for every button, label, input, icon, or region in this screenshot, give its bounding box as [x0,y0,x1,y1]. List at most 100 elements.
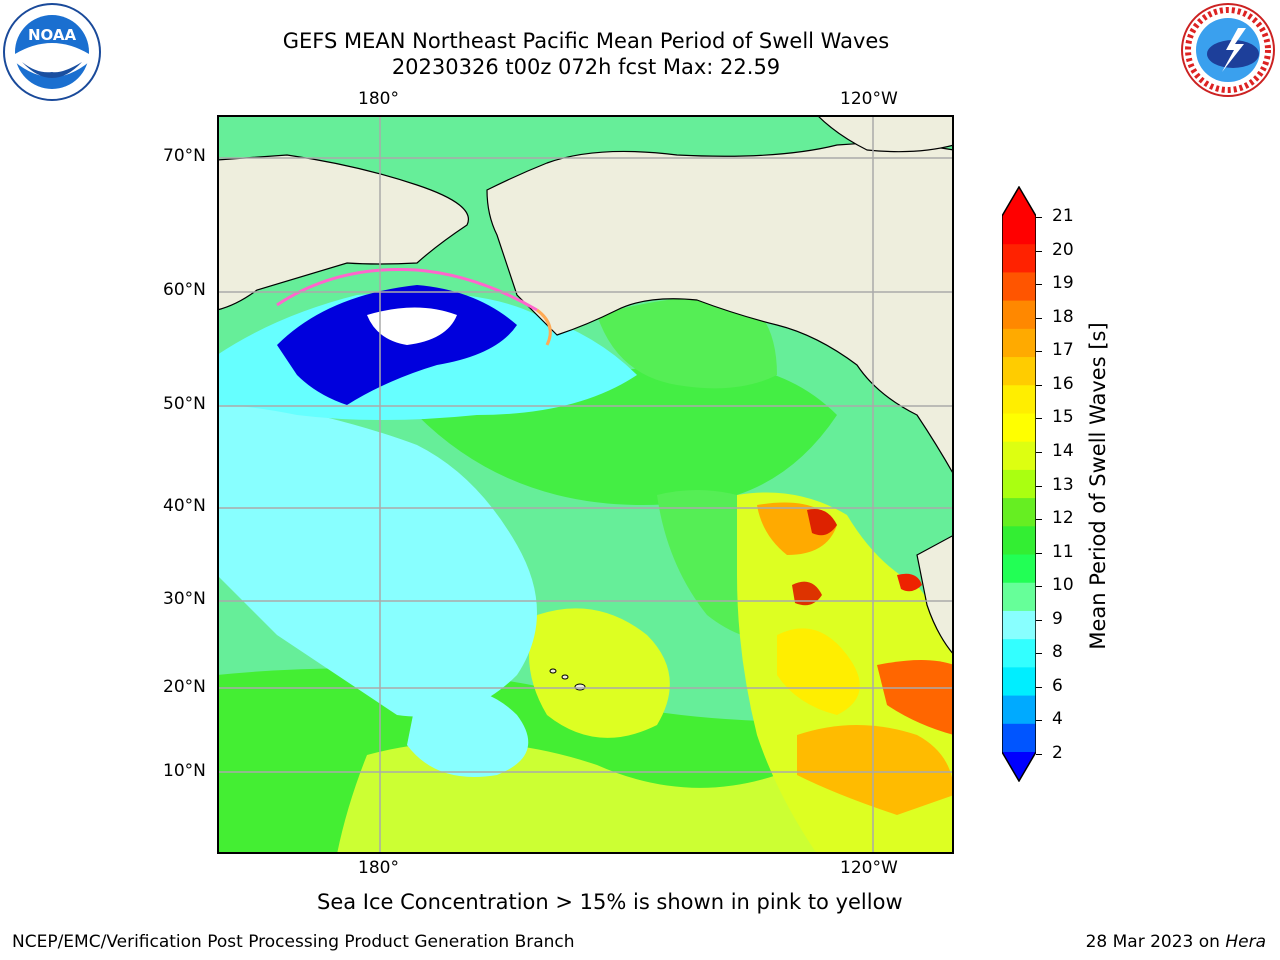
colorbar-tick-label: 21 [1052,206,1074,226]
colorbar-tick-mark [1036,418,1042,420]
colorbar-segment [1002,610,1036,640]
colorbar-tick-mark [1036,250,1042,252]
ocean-red-baja [897,573,922,592]
colorbar-tick-mark [1036,384,1042,386]
colorbar-tick-label: 11 [1052,541,1074,562]
noaa-logo-text: NOAA [28,26,77,44]
colorbar-tick-label: 15 [1052,407,1074,428]
colorbar-tick-label: 14 [1052,440,1074,461]
lat-label-40n: 40°N [163,496,206,516]
colorbar-segment [1002,582,1036,612]
colorbar-tick-label: 18 [1052,306,1074,327]
colorbar-segment [1002,469,1036,499]
colorbar-tick-label: 6 [1052,675,1063,696]
land-hawaii-big [574,683,586,691]
ocean-yellow-patch1 [777,628,860,715]
ice-white-patch [367,307,457,345]
colorbar-extend-bottom [1002,752,1036,782]
colorbar-segment [1002,723,1036,753]
ocean-orange-south [797,725,954,815]
colorbar-segment [1002,385,1036,414]
colorbar-segment [1002,300,1036,330]
colorbar-tick-mark [1036,653,1042,655]
ocean-orange-east [877,660,954,735]
sea-ice-note: Sea Ice Concentration > 15% is shown in … [317,890,903,914]
colorbar-segment [1002,272,1036,302]
colorbar-tick-label: 20 [1052,239,1074,260]
noaa-logo: NOAA [2,2,102,102]
colorbar-tick-mark [1036,485,1042,487]
ocean-red-ca [807,509,837,536]
colorbar-tick-label: 2 [1052,743,1063,763]
lat-label-70n: 70°N [163,146,206,166]
ocean-red-sca [792,581,822,606]
colorbar-svg [1001,185,1037,783]
colorbar-tick-label: 8 [1052,642,1063,663]
colorbar-tick-mark [1036,754,1042,755]
map-svg [217,115,954,854]
colorbar-segment [1002,357,1036,386]
colorbar-tick-label: 17 [1052,340,1074,361]
colorbar-tick-label: 10 [1052,575,1074,596]
colorbar-tick-mark [1036,284,1042,286]
colorbar-tick-mark [1036,317,1042,319]
colorbar-tick-mark [1036,619,1042,621]
colorbar-segment [1002,441,1036,471]
lon-label-top-120w: 120°W [840,89,898,109]
lat-label-60n: 60°N [163,280,206,300]
colorbar-tick-mark [1036,519,1042,521]
colorbar-segment [1002,244,1036,273]
ocean-yellow-central [529,608,670,738]
colorbar-segment [1002,328,1036,358]
colorbar-segment [1002,667,1036,697]
chart-title-line2: 20230326 t00z 072h fcst Max: 22.59 [391,55,781,79]
lat-label-20n: 20°N [163,677,206,697]
colorbar-segment [1002,695,1036,725]
sea-ice-fringe [276,267,538,312]
graticule [217,115,954,854]
colorbar-tick-label: 9 [1052,608,1063,629]
colorbar-tick-mark [1036,720,1042,722]
colorbar-tick-label: 16 [1052,373,1074,394]
lat-label-30n: 30°N [163,589,206,609]
ocean-cyan-west [217,395,537,717]
land-alaska-canada [486,142,954,477]
colorbar-segment [1002,554,1036,584]
nws-logo [1178,2,1278,98]
colorbar-segment [1002,216,1036,245]
footer-machine: Hera [1225,932,1266,952]
lon-label-bottom-120w: 120°W [840,858,898,878]
colorbar-segment [1002,526,1036,556]
colorbar-tick-mark [1036,586,1042,588]
colorbar-extend-top [1002,186,1036,216]
footer-date-text: 28 Mar 2023 on [1085,932,1226,952]
map-panel [217,115,954,854]
colorbar [1001,185,1037,783]
chart-title-line1: GEFS MEAN Northeast Pacific Mean Period … [282,29,890,53]
ocean-cyan-south [407,688,529,777]
ocean-green-goa [597,295,777,389]
colorbar-tick-label: 4 [1052,709,1063,730]
map-frame [217,115,954,854]
footer-date: 28 Mar 2023 on Hera [1086,932,1266,952]
sea-ice-fringe-east [536,308,552,346]
footer-branch: NCEP/EMC/Verification Post Processing Pr… [12,932,575,952]
land-siberia [217,154,469,311]
land-hawaii-oahu [549,668,557,674]
land-hawaii-maui [561,674,569,680]
land-arctic-islands [816,115,954,153]
colorbar-label: Mean Period of Swell Waves [s] [1086,322,1110,650]
colorbar-segment [1002,639,1036,668]
colorbar-tick-mark [1036,686,1042,688]
colorbar-segment [1002,498,1036,527]
colorbar-tick-mark [1036,217,1042,218]
colorbar-tick-mark [1036,451,1042,453]
colorbar-tick-label: 19 [1052,273,1074,294]
lon-label-top-180: 180° [358,89,399,109]
colorbar-tick-label: 12 [1052,508,1074,529]
lon-label-bottom-180: 180° [358,858,399,878]
lat-label-50n: 50°N [163,394,206,414]
colorbar-segment [1002,413,1036,443]
colorbar-tick-mark [1036,552,1042,554]
lat-label-10n: 10°N [163,761,206,781]
